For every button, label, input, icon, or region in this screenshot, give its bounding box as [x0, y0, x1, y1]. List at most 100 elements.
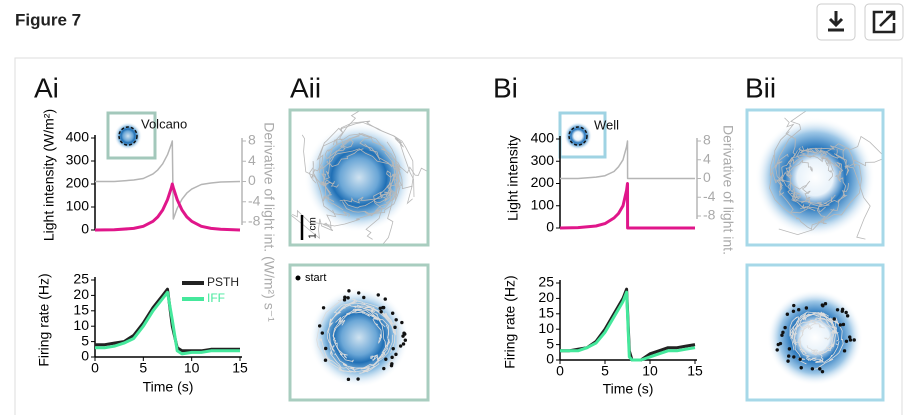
- start-point: [798, 357, 802, 361]
- trajectory: [811, 330, 834, 356]
- trajectory: [351, 309, 386, 328]
- y-tick-label: 15: [73, 302, 89, 318]
- y-tick-label: 200: [66, 175, 90, 191]
- start-point: [346, 296, 350, 300]
- trajectory: [301, 134, 335, 202]
- y2-tick-label: -4: [703, 188, 716, 204]
- y-tick-label: 0: [81, 221, 89, 237]
- inset-circle: [568, 126, 588, 146]
- start-point: [835, 308, 840, 312]
- trajectory: [328, 301, 355, 352]
- inset-volcano: Volcano: [106, 111, 187, 160]
- trajectory: [789, 316, 808, 337]
- y-axis-label: Firing rate (Hz): [502, 275, 518, 368]
- x-tick-label: 0: [556, 363, 564, 379]
- start-point: [356, 377, 360, 381]
- y-axis-label: Light intensity (W/m²): [41, 109, 57, 241]
- start-point: [323, 358, 328, 362]
- start-point: [394, 318, 398, 322]
- panel-label: Bi: [493, 72, 518, 103]
- start-point: [845, 314, 850, 318]
- y-tick-label: 300: [531, 152, 555, 168]
- trajectory: [771, 110, 810, 184]
- y-tick-label: 100: [531, 196, 555, 212]
- start-point: [379, 309, 383, 314]
- start-point: [320, 331, 325, 335]
- y-tick-label: 20: [538, 289, 554, 305]
- image-frame: [745, 263, 885, 402]
- trajectory: [787, 145, 817, 165]
- start-point: [346, 377, 351, 382]
- inset-label: Volcano: [141, 116, 187, 131]
- trajectory: [792, 327, 823, 363]
- download-button[interactable]: [816, 3, 856, 41]
- trajectory: [338, 308, 378, 324]
- y2-tick-label: 8: [248, 132, 256, 148]
- inset-well: Well: [558, 111, 619, 159]
- trajectory: [787, 183, 824, 205]
- start-point: [841, 322, 846, 327]
- scale-label: 1 cm: [308, 217, 319, 239]
- start-point: [390, 311, 395, 315]
- start-point: [810, 367, 815, 371]
- y-axis-label: Firing rate (Hz): [36, 273, 52, 366]
- trajectory-image: [290, 110, 428, 245]
- trajectory: [327, 121, 415, 198]
- start-point: [778, 341, 783, 346]
- start-point: [391, 346, 395, 351]
- y-tick-label: 15: [538, 305, 554, 321]
- start-point: [394, 352, 398, 357]
- trajectory: [339, 182, 392, 204]
- x-axis-label: Time (s): [603, 381, 654, 397]
- trajectory: [798, 319, 812, 353]
- trajectory: [350, 302, 397, 336]
- y-tick-label: 25: [538, 274, 554, 290]
- y2-axis-label: Derivative of light int.: [720, 125, 736, 255]
- y-tick-label: 100: [66, 198, 90, 214]
- trajectory: [364, 170, 399, 215]
- start-point: [791, 309, 796, 313]
- x-tick-label: 15: [687, 363, 703, 379]
- start-point: [324, 346, 328, 351]
- trajectory: [778, 194, 836, 236]
- start-point: [840, 307, 845, 312]
- start-point: [362, 295, 366, 300]
- trajectory: [798, 135, 883, 157]
- start-point: [378, 306, 382, 310]
- start-point: [818, 367, 822, 371]
- trajectory: [825, 318, 837, 351]
- light-field: [767, 289, 863, 386]
- trajectory: [825, 157, 844, 183]
- start-point: [347, 289, 351, 293]
- start-point: [357, 291, 361, 295]
- start-point: [799, 366, 803, 370]
- y2-tick-label: -4: [248, 192, 261, 208]
- panel-label: Aii: [290, 72, 321, 103]
- x-tick-label: 10: [642, 363, 658, 379]
- y-tick-label: 300: [66, 152, 90, 168]
- start-point: [797, 308, 801, 312]
- x-axis-label: Time (s): [143, 379, 194, 395]
- trajectory: [778, 145, 845, 187]
- trajectory: [836, 149, 871, 240]
- start-point: [780, 333, 784, 337]
- y2-tick-label: 8: [703, 132, 711, 148]
- start-point: [792, 355, 796, 359]
- start-point: [384, 357, 388, 361]
- y-tick-label: 20: [73, 286, 89, 302]
- open-button[interactable]: [864, 3, 904, 41]
- x-tick-label: 15: [232, 360, 248, 376]
- trajectory: [769, 154, 835, 230]
- trajectory: [365, 174, 401, 240]
- x-tick-label: 5: [601, 363, 609, 379]
- trajectory: [316, 298, 352, 373]
- start-point: [400, 320, 404, 325]
- trajectory: [810, 317, 844, 370]
- start-marker: [295, 275, 301, 281]
- start-point: [402, 331, 406, 335]
- start-point: [775, 348, 779, 352]
- trajectory: [800, 150, 883, 169]
- trajectory: [308, 135, 360, 184]
- start-point: [848, 338, 853, 342]
